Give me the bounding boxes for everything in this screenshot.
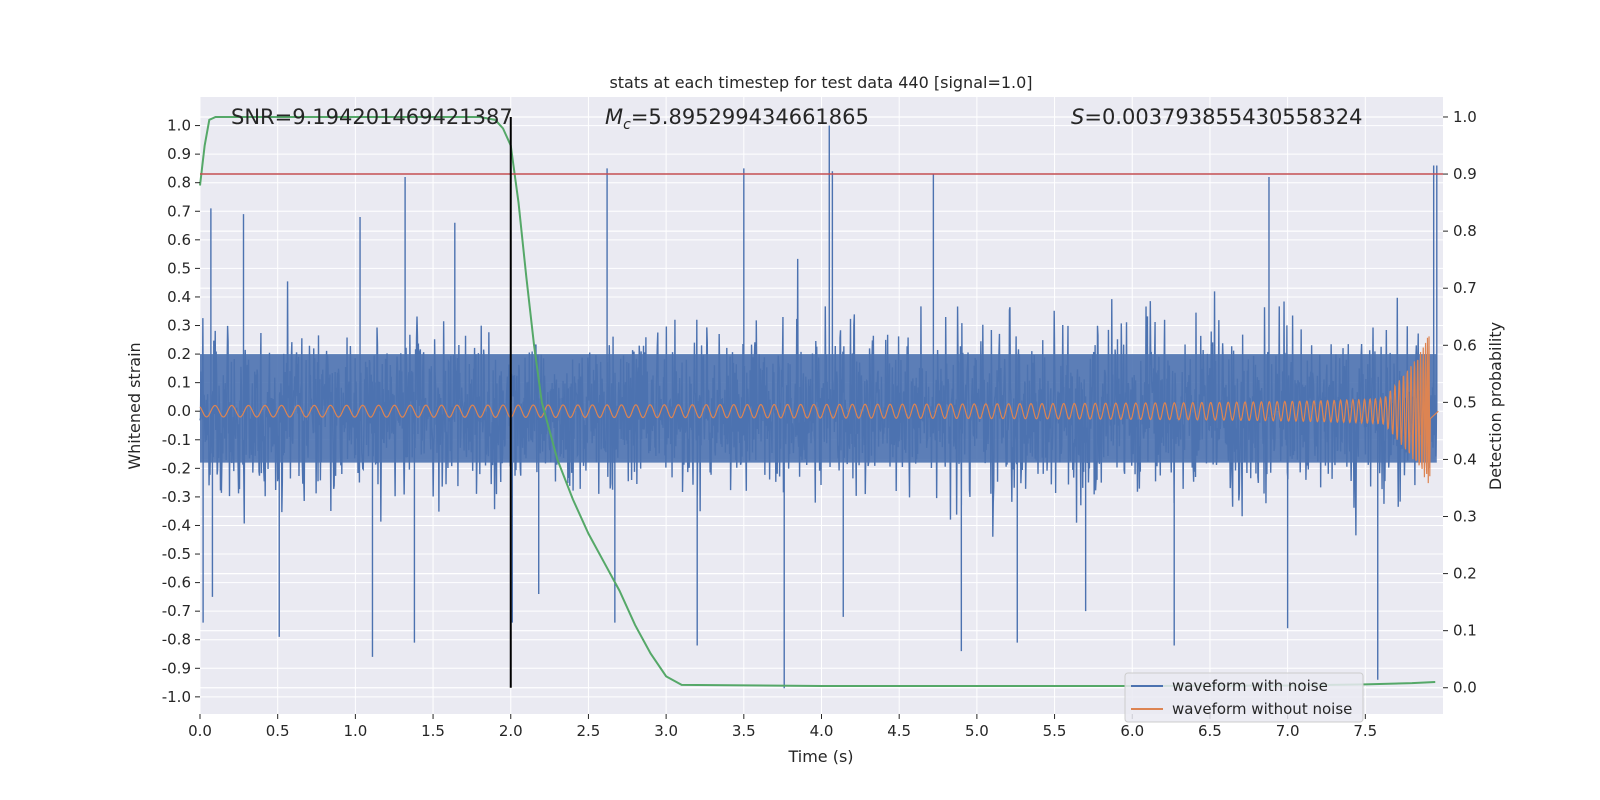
y-tick-label: 0.0	[167, 402, 191, 420]
detection-probability-layer	[199, 115, 1436, 688]
clean-waveform-layer	[199, 336, 1439, 484]
legend-label-noise: waveform with noise	[1172, 677, 1328, 695]
clean-waveform-line	[199, 336, 1439, 484]
x-tick-label: 0.0	[188, 722, 212, 740]
x-axis-ticks: 0.0 0.5 1.0 1.5 2.0 2.5 3.0 3.5 4.0 4.5 5.0 5.5 6.0 6…	[188, 714, 1377, 740]
snr-annotation: SNR=9.194201469421387	[231, 105, 513, 129]
y-tick-label: 1.0	[167, 117, 191, 135]
chart-title: stats at each timestep for test data 440…	[609, 73, 1032, 92]
detection-probability-line	[199, 115, 1436, 688]
x-tick-label: 1.0	[343, 722, 367, 740]
y-tick-label: -0.2	[162, 459, 191, 477]
y-tick-label: 0.6	[167, 231, 191, 249]
y-tick-label: -0.1	[162, 431, 191, 449]
x-tick-label: 7.5	[1353, 722, 1377, 740]
y-tick-label: 0.7	[167, 202, 191, 220]
legend-box	[1124, 672, 1364, 723]
y-tick-label: -0.8	[162, 631, 191, 649]
y-tick-label: -0.5	[162, 545, 191, 563]
y2-tick-label: 0.6	[1453, 336, 1477, 354]
y2-tick-label: 0.3	[1453, 508, 1477, 526]
y2-axis-label: Detection probability	[1486, 322, 1505, 490]
y-tick-label: -0.3	[162, 488, 191, 506]
y2-tick-label: 0.5	[1453, 393, 1477, 411]
s-annotation: S=0.003793855430558324	[1071, 105, 1362, 129]
y2-tick-label: 0.4	[1453, 450, 1477, 468]
x-tick-label: 6.0	[1120, 722, 1144, 740]
y-tick-label: 0.2	[167, 345, 191, 363]
x-tick-label: 0.5	[266, 722, 290, 740]
y2-tick-label: 0.1	[1453, 622, 1477, 640]
y-tick-label: 0.3	[167, 317, 191, 335]
x-tick-label: 4.0	[810, 722, 834, 740]
s-value: =0.003793855430558324	[1084, 105, 1362, 129]
x-tick-label: 6.5	[1198, 722, 1222, 740]
x-tick-label: 5.5	[1043, 722, 1067, 740]
y2-tick-label: 0.0	[1453, 679, 1477, 697]
y-axis-ticks: 1.0 0.9 0.8 0.7 0.6 0.5 0.4 0.3 0.2 0.1 0.0 -0.1 -0.…	[162, 117, 200, 706]
noise-waveform-layer	[199, 125, 1438, 689]
y-tick-label: 0.1	[167, 374, 191, 392]
y-tick-label: -0.6	[162, 574, 191, 592]
y2-tick-label: 1.0	[1453, 108, 1477, 126]
chirp-mass-symbol: M	[605, 105, 623, 129]
y-tick-label: -0.9	[162, 659, 191, 677]
y2-tick-label: 0.2	[1453, 565, 1477, 583]
y-tick-label: -0.7	[162, 602, 191, 620]
y2-tick-label: 0.9	[1453, 165, 1477, 183]
y-tick-label: 0.5	[167, 259, 191, 277]
noise-waveform-band	[200, 354, 1437, 463]
chirp-mass-value: =5.895299434661865	[631, 105, 869, 129]
x-tick-label: 4.5	[887, 722, 911, 740]
x-tick-label: 5.0	[965, 722, 989, 740]
x-tick-label: 3.0	[654, 722, 678, 740]
x-tick-label: 2.0	[499, 722, 523, 740]
y2-axis-ticks: 1.0 0.9 0.8 0.7 0.6 0.5 0.4 0.3 0.2 0.1 0.0	[1443, 108, 1477, 697]
y-tick-label: -1.0	[162, 688, 191, 706]
y2-tick-label: 0.8	[1453, 222, 1477, 240]
y-tick-label: 0.4	[167, 288, 191, 306]
legend-label-clean: waveform without noise	[1172, 700, 1352, 718]
x-tick-label: 3.5	[732, 722, 756, 740]
chirp-mass-subscript: c	[623, 117, 631, 133]
y-tick-label: 0.9	[167, 145, 191, 163]
s-symbol: S	[1071, 105, 1084, 129]
x-axis-label: Time (s)	[787, 747, 853, 766]
chirp-mass-annotation: Mc=5.895299434661865	[605, 105, 869, 133]
x-tick-label: 1.5	[421, 722, 445, 740]
legend: waveform with noise waveform without noi…	[1124, 672, 1364, 723]
y2-tick-label: 0.7	[1453, 279, 1477, 297]
y-tick-label: 0.8	[167, 174, 191, 192]
x-tick-label: 7.0	[1276, 722, 1300, 740]
x-tick-label: 2.5	[577, 722, 601, 740]
markers-layer	[200, 116, 1443, 688]
y-axis-label: Whitened strain	[125, 342, 144, 469]
y-tick-label: -0.4	[162, 516, 191, 534]
